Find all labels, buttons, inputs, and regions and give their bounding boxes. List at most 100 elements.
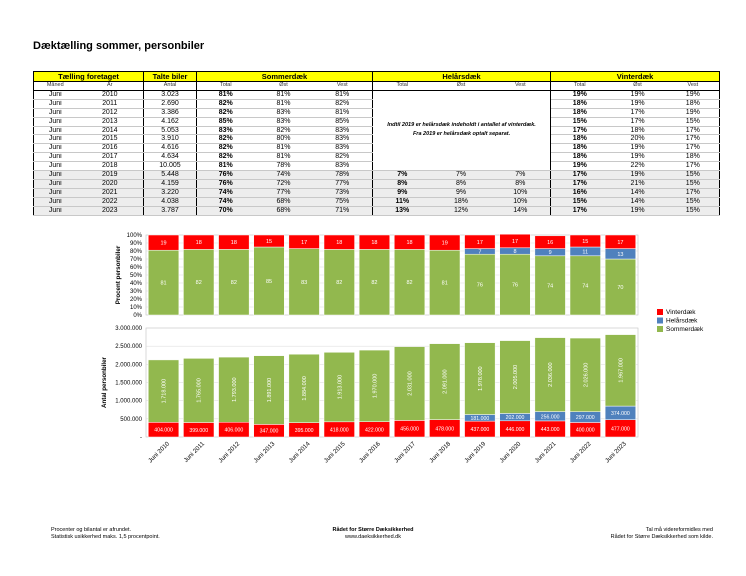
- chart1-bar-segment: [323, 249, 355, 316]
- cell-n: 3.787: [143, 206, 197, 216]
- chart1-data-label: 17: [617, 240, 623, 246]
- chart1-bar-segment: [288, 248, 320, 316]
- cell-y: 2022: [76, 197, 144, 207]
- subheader-maaned: Måned: [33, 81, 77, 91]
- cell-m: Juni: [33, 117, 77, 127]
- table-row: Juni 2014 5.053 83% 82% 83% 17% 18% 17%: [33, 126, 721, 136]
- chart1-data-label: 15: [266, 239, 272, 245]
- cell-vt: 17%: [550, 126, 609, 136]
- chart2-bar-segment: [394, 346, 426, 421]
- chart2-data-label: 181.000: [470, 416, 489, 422]
- chart1-data-label: 82: [407, 280, 413, 286]
- chart1-y-tick: 50%: [130, 273, 143, 279]
- chart2-data-label: 1.765.000: [197, 378, 203, 402]
- cell-y: 2019: [76, 170, 144, 180]
- x-category-label: Juni 2020: [498, 440, 522, 464]
- cell-ho: 7%: [431, 170, 491, 180]
- chart1-data-label: 74: [582, 283, 588, 289]
- chart1-data-label: 11: [582, 249, 588, 255]
- cell-st: 74%: [196, 188, 255, 198]
- chart2-data-label: 347.000: [260, 429, 279, 435]
- chart2-y-tick: 2.000.000: [115, 362, 142, 368]
- chart1-y-tick: 60%: [130, 265, 143, 271]
- cell-ho: 18%: [431, 197, 491, 207]
- cell-m: Juni: [33, 99, 77, 109]
- cell-so: 81%: [254, 99, 313, 109]
- cell-vt: 15%: [550, 197, 609, 207]
- legend-swatch: [657, 317, 663, 324]
- cell-vv: 19%: [666, 90, 721, 100]
- chart2-bar-segment: [288, 353, 320, 423]
- chart2-y-tick: 1.500.000: [115, 381, 142, 387]
- cell-st: 81%: [196, 161, 255, 172]
- cell-vt: 18%: [550, 143, 609, 154]
- cell-sv: 83%: [312, 161, 374, 172]
- cell-vt: 16%: [550, 188, 609, 198]
- cell-so: 81%: [254, 152, 313, 163]
- chart2-data-label: 399.000: [189, 428, 208, 434]
- header-helaarsdaek: Helårsdæk: [372, 71, 552, 82]
- x-category-label: Juni 2018: [428, 440, 452, 464]
- cell-vo: 19%: [608, 90, 667, 100]
- cell-m: Juni: [33, 134, 77, 145]
- chart2-data-label: 422.000: [365, 427, 384, 433]
- chart2-data-label: 443.000: [541, 427, 560, 433]
- chart1-bar-segment: [253, 246, 285, 316]
- chart2-data-label: 2.005.000: [513, 365, 519, 389]
- chart1-bar-segment: [218, 249, 250, 316]
- subheader-aar: År: [76, 81, 144, 91]
- chart1-y-tick: 30%: [130, 289, 143, 295]
- footer-website: www.daeksikkerhed.dk: [345, 534, 401, 540]
- chart1-data-label: 16: [547, 240, 553, 246]
- cell-sv: 85%: [312, 117, 374, 127]
- table-row: Juni 2013 4.162 85% 83% 85% 15% 17% 15%: [33, 117, 721, 127]
- cell-y: 2016: [76, 143, 144, 154]
- subheader-vest: Vest: [490, 81, 552, 91]
- cell-y: 2021: [76, 188, 144, 198]
- chart1-bar-segment: [604, 234, 636, 249]
- chart1-bar-segment: [183, 234, 215, 250]
- chart1-bar-segment: [499, 253, 531, 316]
- cell-sv: 78%: [312, 170, 374, 180]
- cell-vo: 21%: [608, 179, 667, 189]
- chart1-y-tick: 70%: [130, 257, 143, 263]
- table-row: Juni 2023 3.787 70% 68% 71% 13% 12% 14% 17% 19% 15%: [33, 206, 721, 216]
- cell-n: 4.038: [143, 197, 197, 207]
- legend-label: Vinterdæk: [666, 309, 696, 316]
- cell-st: 82%: [196, 152, 255, 163]
- chart1-data-label: 19: [442, 241, 448, 247]
- chart2-data-label: 1.884.000: [302, 376, 308, 400]
- chart1-bar-segment: [218, 234, 250, 250]
- table-row: Juni 2020 4.159 76% 72% 77% 8% 8% 8% 17% 21% 15%: [33, 179, 721, 189]
- cell-vo: 20%: [608, 134, 667, 145]
- cell-n: 10.005: [143, 161, 197, 172]
- cell-ho: 12%: [431, 206, 491, 216]
- table-row: Juni 2016 4.616 82% 81% 83% 18% 19% 17%: [33, 143, 721, 154]
- cell-n: 4.616: [143, 143, 197, 154]
- cell-y: 2011: [76, 99, 144, 109]
- cell-n: 4.159: [143, 179, 197, 189]
- chart1-bar-segment: [183, 249, 215, 316]
- helaarsdaek-note: Indtil 2019 er helårsdæk indeholdt i ant…: [372, 90, 552, 172]
- chart1-data-label: 18: [407, 240, 413, 246]
- chart1-data-label: 83: [301, 280, 307, 286]
- chart1-y-tick: 100%: [127, 233, 143, 239]
- cell-so: 82%: [254, 126, 313, 136]
- x-category-label: Juni 2023: [604, 440, 628, 464]
- cell-y: 2015: [76, 134, 144, 145]
- cell-st: 82%: [196, 99, 255, 109]
- x-category-label: Juni 2021: [534, 440, 558, 464]
- cell-n: 2.690: [143, 99, 197, 109]
- cell-vv: 15%: [666, 197, 721, 207]
- chart2-y-tick: 1.000.000: [115, 399, 142, 405]
- chart2-bar-segment: [534, 337, 566, 412]
- cell-st: 82%: [196, 143, 255, 154]
- cell-n: 3.220: [143, 188, 197, 198]
- cell-n: 3.386: [143, 108, 197, 118]
- footer-right: Tal må videreformidles med Rådet for Stø…: [611, 527, 713, 541]
- chart2-data-label: 1.967.000: [618, 358, 624, 382]
- cell-y: 2010: [76, 90, 144, 100]
- cell-m: Juni: [33, 188, 77, 198]
- chart1-data-label: 82: [336, 280, 342, 286]
